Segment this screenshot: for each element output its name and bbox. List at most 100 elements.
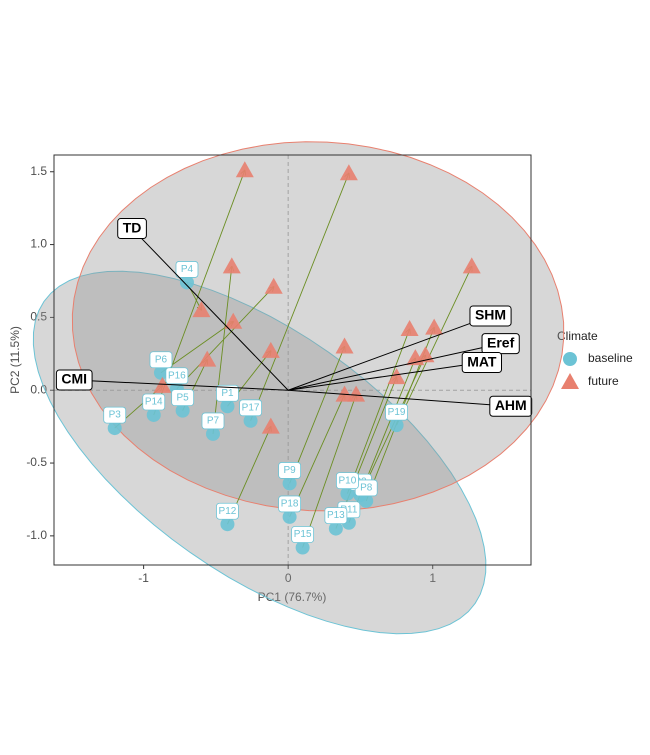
point (192, 301, 211, 318)
point-label-box (149, 351, 173, 369)
point (282, 509, 297, 524)
shift-arrow (176, 287, 274, 390)
point-label-box (216, 502, 239, 520)
point (146, 407, 161, 422)
ellipse (71, 141, 565, 512)
point (179, 275, 194, 290)
loading-arrow (74, 379, 289, 391)
point (282, 476, 297, 491)
x-tick-label: 1 (429, 571, 436, 585)
loading-label: AHM (495, 397, 527, 413)
loading-arrow (287, 315, 491, 391)
y-tick-label: 0.5 (30, 310, 47, 324)
y-tick-label: 1.0 (30, 237, 47, 251)
point-label: P13 (327, 510, 345, 521)
point-label: P19 (388, 407, 406, 418)
point (462, 257, 481, 274)
loading-label: MAT (467, 353, 497, 369)
point-label: P9 (283, 465, 296, 476)
shift-arrow (347, 329, 409, 494)
point-label: P5 (177, 392, 190, 403)
point-label: P17 (242, 402, 260, 413)
point (153, 365, 168, 380)
point-label: P11 (340, 504, 357, 515)
loading-label: CMI (61, 371, 87, 387)
point-label: P14 (145, 397, 163, 408)
point-label-box (239, 399, 262, 417)
loading-label-box (489, 395, 533, 417)
point-label-box (165, 367, 189, 385)
point-label-box (216, 384, 239, 402)
point (335, 385, 354, 402)
point (235, 161, 254, 178)
shift-arrow (289, 347, 345, 484)
point-label: P4 (181, 264, 194, 275)
point-label-box (385, 403, 408, 421)
legend-label: future (588, 374, 619, 388)
point (347, 385, 366, 402)
point (389, 418, 404, 433)
loading-label-box (461, 352, 503, 374)
point-label: P3 (109, 410, 122, 421)
point-label-box (175, 261, 199, 278)
point (335, 337, 354, 354)
point-label-box (324, 507, 348, 524)
point (175, 403, 190, 418)
loading-arrow (131, 228, 289, 391)
legend-title: Climate (557, 329, 598, 343)
point (416, 346, 435, 363)
loading-label: TD (123, 219, 142, 235)
point (222, 257, 241, 274)
loading-label-box (469, 305, 512, 327)
point-label-box (142, 393, 166, 411)
point-label: P6 (155, 354, 168, 365)
y-axis-label: PC2 (11.5%) (8, 326, 22, 394)
loading-label: SHM (475, 307, 506, 323)
point (107, 421, 122, 436)
point-label-box (278, 495, 302, 513)
x-tick-label: 0 (285, 571, 292, 585)
point-label-box (171, 389, 195, 407)
point (198, 350, 217, 367)
point (206, 426, 220, 441)
legend-key (561, 373, 579, 389)
panel-border (53, 154, 532, 566)
point (328, 521, 343, 536)
point-label-box (278, 462, 302, 479)
point-label: P15 (294, 529, 312, 540)
shift-arrow (302, 395, 356, 548)
point (261, 417, 280, 434)
point-label: P1 (221, 388, 234, 399)
point-label: P18 (281, 499, 299, 510)
point-label-box (336, 472, 359, 490)
legend-label: baseline (588, 351, 633, 365)
point (220, 399, 235, 414)
point-label-box (291, 526, 315, 543)
loading-arrow (288, 343, 501, 391)
legend-key (563, 352, 577, 366)
point (264, 277, 283, 294)
point (339, 164, 358, 181)
loading-label-box (117, 218, 147, 240)
loading-label: Eref (487, 334, 515, 350)
y-tick-label: -0.5 (26, 455, 47, 469)
point (243, 413, 258, 428)
point (224, 312, 243, 329)
x-tick-label: -1 (138, 571, 149, 585)
point (220, 517, 235, 532)
point (295, 540, 310, 555)
point (359, 493, 374, 508)
loading-label-box (55, 369, 93, 391)
y-tick-label: 1.5 (30, 164, 47, 178)
loading-arrow (288, 362, 482, 391)
point-label: P16 (168, 370, 186, 381)
point (387, 368, 406, 385)
point (425, 318, 444, 335)
point (400, 320, 419, 337)
point-label: P12 (219, 506, 237, 517)
shift-arrow (250, 173, 349, 421)
point-label-box (103, 406, 127, 424)
point-label-box (201, 412, 225, 430)
